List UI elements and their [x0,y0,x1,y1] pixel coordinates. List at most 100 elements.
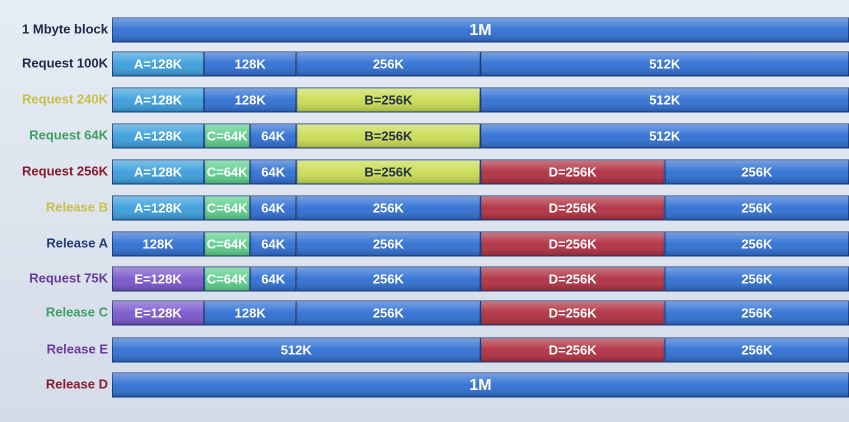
block-label: C=64K [207,164,248,179]
block-label: C=64K [207,271,248,286]
block-gloss [250,124,296,148]
block-label: 64K [261,128,285,143]
block-gloss [481,88,849,112]
row-label: Request 75K [29,270,108,285]
block-label: 128K [235,56,267,71]
row-label: Release C [46,304,109,319]
block-label: D=256K [549,200,598,215]
block-label: 512K [649,128,681,143]
block-gloss [296,267,480,291]
block-label: 512K [281,342,313,357]
block-gloss [665,196,849,220]
block-gloss [296,232,480,256]
block-gloss [481,196,665,220]
block-label: C=64K [207,200,248,215]
block-gloss [665,232,849,256]
block-label: 64K [261,236,285,251]
block-gloss [204,124,250,148]
row-label: 1 Mbyte block [22,21,109,36]
block-gloss [112,52,204,76]
row-label: Request 256K [22,163,109,178]
block-gloss [112,338,480,362]
block-gloss [204,88,296,112]
block-label: C=64K [207,236,248,251]
block-label: 512K [649,56,681,71]
block-gloss [112,88,204,112]
block-label: 128K [143,236,175,251]
block-gloss [296,160,480,184]
block-gloss [481,232,665,256]
block-gloss [112,160,204,184]
block-label: A=128K [134,56,183,71]
block-label: C=64K [207,128,248,143]
block-label: 1M [469,377,491,394]
block-gloss [112,232,204,256]
block-gloss [665,160,849,184]
row-label: Request 64K [29,127,108,142]
block-gloss [296,124,480,148]
block-gloss [112,301,204,325]
block-label: 64K [261,164,285,179]
block-label: E=128K [134,271,182,286]
block-gloss [665,338,849,362]
block-label: A=128K [134,164,183,179]
row-label: Request 100K [22,55,109,70]
row-label: Release A [46,235,108,250]
block-gloss [204,160,250,184]
block-gloss [204,52,296,76]
block-label: D=256K [549,342,598,357]
block-gloss [204,301,296,325]
block-gloss [204,232,250,256]
block-label: 256K [741,236,773,251]
row-label: Request 240K [22,91,109,106]
block-label: A=128K [134,200,183,215]
block-label: 128K [235,92,267,107]
block-label: 64K [261,200,285,215]
block-label: 256K [373,56,405,71]
block-label: 256K [373,200,405,215]
block-label: D=256K [549,305,598,320]
block-gloss [481,301,665,325]
block-gloss [481,124,849,148]
block-label: 256K [741,305,773,320]
block-label: D=256K [549,236,598,251]
block-label: D=256K [549,271,598,286]
block-gloss [250,232,296,256]
block-gloss [481,338,665,362]
block-label: B=256K [364,92,413,107]
row-label: Release B [46,199,108,214]
block-gloss [250,196,296,220]
block-gloss [112,18,849,42]
block-label: B=256K [364,128,413,143]
block-gloss [296,301,480,325]
block-label: A=128K [134,92,183,107]
block-gloss [296,196,480,220]
block-gloss [204,267,250,291]
block-gloss [481,267,665,291]
block-gloss [112,267,204,291]
block-label: 128K [235,305,267,320]
block-label: E=128K [134,305,182,320]
block-gloss [481,52,849,76]
row-label: Release E [47,341,109,356]
row-label: Release D [46,376,108,391]
block-gloss [112,196,204,220]
block-gloss [665,301,849,325]
block-label: 1M [469,22,491,39]
block-label: B=256K [364,164,413,179]
block-gloss [112,373,849,397]
block-gloss [296,88,480,112]
block-gloss [250,160,296,184]
block-label: 256K [741,200,773,215]
block-gloss [665,267,849,291]
block-gloss [296,52,480,76]
block-label: 256K [373,305,405,320]
block-label: A=128K [134,128,183,143]
block-label: 64K [261,271,285,286]
block-gloss [204,196,250,220]
block-label: 256K [741,342,773,357]
block-gloss [112,124,204,148]
block-label: D=256K [549,164,598,179]
block-label: 512K [649,92,681,107]
